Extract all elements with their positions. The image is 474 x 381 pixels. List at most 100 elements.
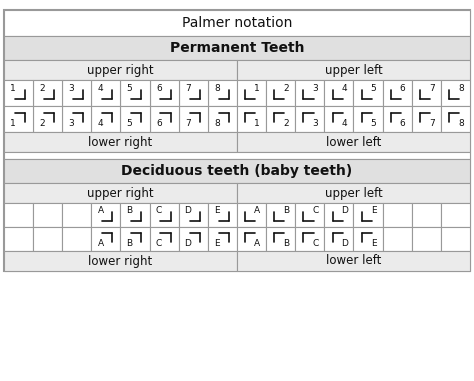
Text: Palmer notation: Palmer notation bbox=[182, 16, 292, 30]
Bar bbox=[4, 227, 33, 251]
Bar bbox=[4, 10, 470, 36]
Bar bbox=[150, 227, 179, 251]
Bar bbox=[208, 106, 237, 132]
Text: C: C bbox=[312, 239, 319, 248]
Bar bbox=[237, 227, 266, 251]
Bar bbox=[266, 106, 295, 132]
Bar bbox=[354, 106, 383, 132]
Text: lower left: lower left bbox=[326, 136, 381, 149]
Text: E: E bbox=[214, 206, 220, 215]
Text: upper right: upper right bbox=[87, 187, 154, 200]
Bar bbox=[237, 60, 470, 80]
Bar bbox=[62, 106, 91, 132]
Text: upper left: upper left bbox=[325, 187, 383, 200]
Text: 5: 5 bbox=[127, 84, 133, 93]
Bar bbox=[62, 203, 91, 227]
Bar bbox=[266, 203, 295, 227]
Text: 3: 3 bbox=[69, 84, 74, 93]
Bar bbox=[412, 203, 441, 227]
Text: 5: 5 bbox=[371, 119, 376, 128]
Text: 2: 2 bbox=[283, 84, 289, 93]
Text: E: E bbox=[371, 206, 376, 215]
Bar bbox=[441, 80, 470, 106]
Text: E: E bbox=[214, 239, 220, 248]
Text: A: A bbox=[254, 206, 260, 215]
Bar bbox=[120, 80, 150, 106]
Text: A: A bbox=[98, 239, 104, 248]
Bar bbox=[237, 106, 266, 132]
Text: E: E bbox=[371, 239, 376, 248]
Text: C: C bbox=[312, 206, 319, 215]
Bar bbox=[62, 80, 91, 106]
Bar bbox=[295, 203, 324, 227]
Text: 8: 8 bbox=[458, 84, 464, 93]
Bar bbox=[4, 159, 470, 183]
Bar bbox=[150, 80, 179, 106]
Text: 4: 4 bbox=[98, 119, 103, 128]
Bar bbox=[295, 227, 324, 251]
Bar bbox=[237, 203, 266, 227]
Bar bbox=[266, 227, 295, 251]
Bar bbox=[4, 132, 237, 152]
Text: 3: 3 bbox=[312, 84, 318, 93]
Bar bbox=[33, 203, 62, 227]
Text: lower right: lower right bbox=[88, 255, 153, 267]
Bar bbox=[179, 203, 208, 227]
Bar bbox=[441, 203, 470, 227]
Text: upper left: upper left bbox=[325, 64, 383, 77]
Bar bbox=[91, 106, 120, 132]
Text: 6: 6 bbox=[400, 84, 405, 93]
Bar bbox=[441, 227, 470, 251]
Text: B: B bbox=[283, 239, 289, 248]
Bar bbox=[120, 227, 150, 251]
Bar bbox=[324, 80, 354, 106]
Bar bbox=[208, 203, 237, 227]
Text: D: D bbox=[184, 239, 191, 248]
Text: 3: 3 bbox=[312, 119, 318, 128]
Text: 2: 2 bbox=[39, 119, 45, 128]
Bar bbox=[324, 106, 354, 132]
Bar bbox=[4, 251, 237, 271]
Bar bbox=[33, 227, 62, 251]
Bar bbox=[91, 80, 120, 106]
Bar bbox=[354, 203, 383, 227]
Text: 7: 7 bbox=[429, 119, 435, 128]
Bar bbox=[33, 106, 62, 132]
Bar bbox=[208, 80, 237, 106]
Bar bbox=[4, 36, 470, 60]
Text: B: B bbox=[127, 239, 133, 248]
Bar bbox=[237, 132, 470, 152]
Text: 7: 7 bbox=[185, 119, 191, 128]
Text: 8: 8 bbox=[214, 119, 220, 128]
Text: 2: 2 bbox=[39, 84, 45, 93]
Text: 8: 8 bbox=[214, 84, 220, 93]
Bar bbox=[237, 80, 266, 106]
Bar bbox=[4, 106, 33, 132]
Bar bbox=[4, 80, 33, 106]
Text: 7: 7 bbox=[429, 84, 435, 93]
Text: A: A bbox=[254, 239, 260, 248]
Bar bbox=[62, 227, 91, 251]
Bar bbox=[324, 227, 354, 251]
Text: 4: 4 bbox=[342, 119, 347, 128]
Bar bbox=[4, 60, 237, 80]
Bar bbox=[91, 203, 120, 227]
Text: D: D bbox=[341, 239, 348, 248]
Text: 7: 7 bbox=[185, 84, 191, 93]
Text: 1: 1 bbox=[254, 119, 260, 128]
Bar bbox=[412, 106, 441, 132]
Bar bbox=[412, 227, 441, 251]
Text: 6: 6 bbox=[156, 84, 162, 93]
Bar bbox=[208, 227, 237, 251]
Bar bbox=[179, 227, 208, 251]
Bar bbox=[4, 152, 470, 159]
Text: B: B bbox=[283, 206, 289, 215]
Text: 2: 2 bbox=[283, 119, 289, 128]
Bar bbox=[295, 80, 324, 106]
Text: 1: 1 bbox=[10, 84, 16, 93]
Text: 4: 4 bbox=[98, 84, 103, 93]
Bar bbox=[383, 106, 412, 132]
Bar bbox=[4, 203, 33, 227]
Text: 1: 1 bbox=[254, 84, 260, 93]
Bar bbox=[354, 227, 383, 251]
